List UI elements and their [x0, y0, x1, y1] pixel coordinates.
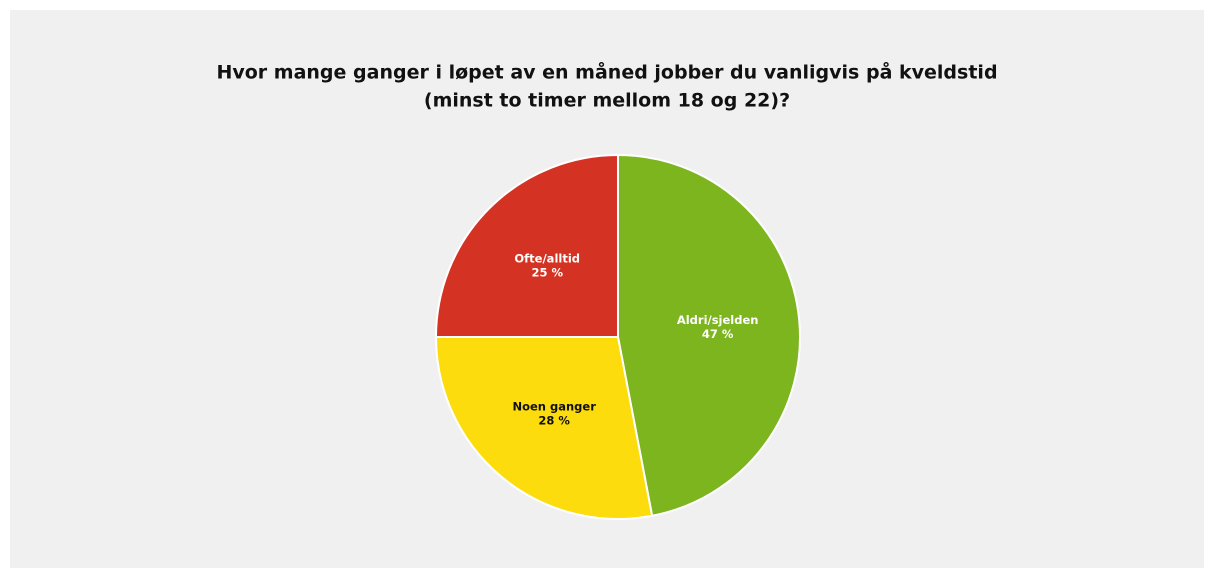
- chart-title: Hvor mange ganger i løpet av en måned jo…: [216, 60, 997, 84]
- slice-label: Ofte/alltid: [514, 252, 580, 266]
- pie-slice: [434, 153, 619, 338]
- slice-label: Noen ganger: [512, 400, 596, 414]
- pie-slice: [434, 336, 654, 520]
- slice-value-label: 25 %: [531, 266, 563, 280]
- slice-label: Aldri/sjelden: [677, 313, 759, 327]
- slice-value-label: 47 %: [702, 327, 734, 341]
- chart-title: (minst to timer mellom 18 og 22)?: [424, 90, 790, 112]
- slice-value-label: 28 %: [538, 414, 570, 428]
- pie-slice: [617, 153, 801, 517]
